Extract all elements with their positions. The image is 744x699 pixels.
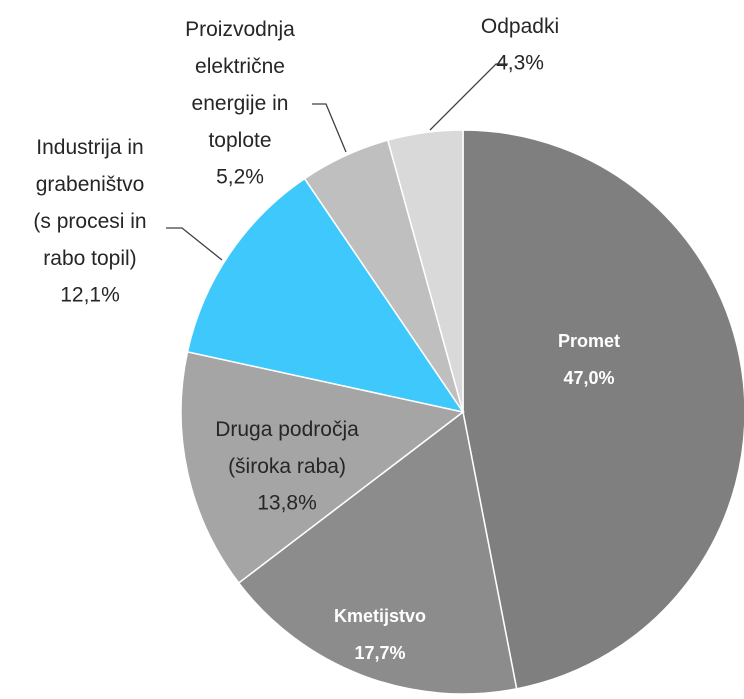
- pie-slice: [237, 410, 518, 695]
- pie-slice: [186, 177, 465, 414]
- value-label: 4,3%: [496, 52, 544, 75]
- pie-slice: [462, 129, 744, 690]
- leader-line: [166, 227, 223, 261]
- slice-label: Proizvodnja električne energije in toplote: [185, 18, 295, 152]
- leader-line: [429, 63, 508, 131]
- slice-label: Druga področja (široka raba): [215, 418, 359, 478]
- value-label: 47,0%: [563, 368, 614, 388]
- slice-label: Odpadki: [481, 15, 559, 38]
- pie-slice: [180, 350, 465, 584]
- value-label: 12,1%: [60, 284, 120, 307]
- slice-label: Kmetijstvo: [334, 606, 426, 626]
- value-label: 13,8%: [257, 492, 317, 515]
- value-label: 17,7%: [354, 643, 405, 663]
- slice-label: Promet: [558, 331, 620, 351]
- value-label: 5,2%: [216, 166, 264, 189]
- pie-slice: [386, 129, 464, 413]
- leader-line: [312, 103, 347, 153]
- slice-label: Industrija in grabeništvo (s procesi in rab…: [33, 136, 146, 270]
